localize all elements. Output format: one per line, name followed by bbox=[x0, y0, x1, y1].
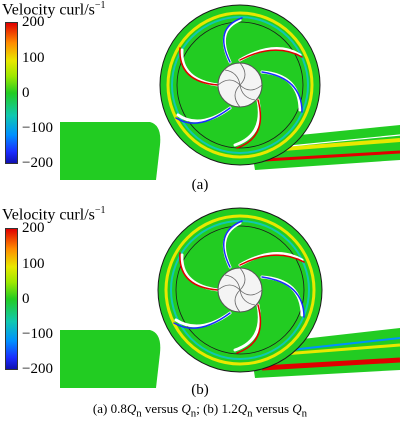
colorbar-tick-200: 200 bbox=[22, 220, 45, 236]
caption-sub: n bbox=[136, 407, 142, 420]
caption-q: Q bbox=[181, 401, 191, 416]
inlet-pipe bbox=[60, 330, 161, 388]
impeller-blades bbox=[173, 220, 305, 354]
pump-vorticity-field-a bbox=[60, 4, 400, 180]
colorbar-tick-minus100: −100 bbox=[22, 326, 53, 342]
colorbar-tick-200: 200 bbox=[22, 14, 45, 30]
caption-q: Q bbox=[126, 401, 137, 416]
colorbar-title: Velocity curl/s−1 bbox=[2, 0, 106, 19]
caption-sub: n bbox=[247, 407, 253, 420]
colorbar bbox=[5, 22, 18, 164]
colorbar bbox=[5, 228, 18, 370]
colorbar-title-text: Velocity curl/s bbox=[2, 1, 95, 19]
inlet-pipe bbox=[60, 122, 161, 180]
caption-sub: n bbox=[190, 407, 197, 420]
caption-a-prefix: (a) 0.8 bbox=[92, 401, 127, 416]
caption-q: Q bbox=[292, 401, 302, 416]
caption-versus: versus bbox=[252, 401, 293, 416]
colorbar-tick-100: 100 bbox=[22, 256, 45, 272]
colorbar-title-exponent: −1 bbox=[94, 0, 106, 11]
caption-versus: versus bbox=[141, 401, 182, 416]
panel-label-a: (a) bbox=[191, 177, 209, 193]
colorbar-title: Velocity curl/s−1 bbox=[2, 205, 106, 224]
impeller-blades bbox=[175, 17, 303, 149]
colorbar-tick-minus200: −200 bbox=[22, 361, 53, 377]
colorbar-tick-0: 0 bbox=[22, 291, 30, 307]
pump-vorticity-field-b bbox=[60, 207, 400, 388]
panel-a: Velocity curl/s−1 200 100 0 −100 −200 bbox=[0, 0, 400, 200]
panel-label-b: (b) bbox=[191, 382, 209, 398]
caption-separator: ; (b) 1.2 bbox=[196, 401, 238, 416]
colorbar-title-exponent: −1 bbox=[94, 205, 106, 216]
panel-b: Velocity curl/s−1 200 100 0 −100 −200 bbox=[0, 200, 400, 400]
colorbar-tick-100: 100 bbox=[22, 50, 45, 66]
caption-sub: n bbox=[301, 407, 308, 420]
colorbar-tick-minus100: −100 bbox=[22, 120, 53, 136]
figure-caption: (a) 0.8Qn versus Qn; (b) 1.2Qn versus Qn bbox=[0, 401, 400, 420]
colorbar-tick-minus200: −200 bbox=[22, 155, 53, 171]
colorbar-tick-0: 0 bbox=[22, 85, 30, 101]
colorbar-title-text: Velocity curl/s bbox=[2, 206, 95, 224]
caption-q: Q bbox=[237, 401, 248, 416]
